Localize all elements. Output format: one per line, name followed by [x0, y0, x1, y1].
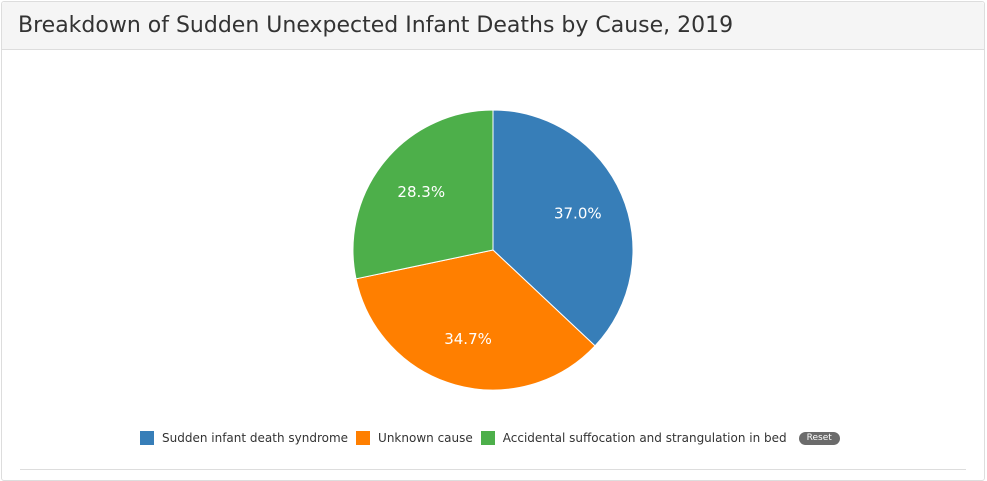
slice-label-suffocation: 28.3% [397, 183, 445, 201]
legend-swatch-suffocation [480, 431, 495, 445]
legend-label-suffocation: Accidental suffocation and strangulation… [502, 431, 787, 445]
slice-label-unknown: 34.7% [444, 330, 492, 348]
reset-button[interactable]: Reset [798, 431, 840, 445]
bottom-divider [20, 469, 966, 470]
chart-title: Breakdown of Sudden Unexpected Infant De… [18, 13, 734, 38]
pie-slice-suffocation[interactable] [352, 109, 494, 280]
legend-label-unknown: Unknown cause [378, 431, 473, 445]
legend-label-sids: Sudden infant death syndrome [162, 431, 349, 445]
legend-item-suffocation[interactable]: Accidental suffocation and strangulation… [480, 431, 787, 445]
pie-slice-unknown[interactable] [355, 249, 596, 391]
chart-legend: Sudden infant death syndrome Unknown cau… [140, 429, 840, 447]
panel-heading: Breakdown of Sudden Unexpected Infant De… [2, 2, 984, 50]
pie-slice-sids[interactable] [492, 109, 634, 347]
legend-item-unknown[interactable]: Unknown cause [356, 431, 473, 445]
slice-label-sids: 37.0% [554, 204, 602, 222]
legend-swatch-sids [140, 431, 154, 445]
legend-swatch-unknown [356, 431, 371, 445]
legend-item-sids[interactable]: Sudden infant death syndrome [140, 431, 348, 445]
